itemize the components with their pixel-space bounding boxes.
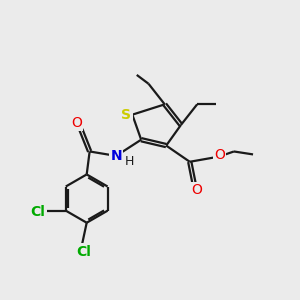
Text: O: O (214, 148, 225, 162)
Text: O: O (71, 116, 82, 130)
Text: N: N (110, 149, 122, 163)
Text: O: O (192, 183, 203, 197)
Text: H: H (125, 155, 134, 168)
Text: Cl: Cl (76, 244, 91, 259)
Text: Cl: Cl (30, 205, 45, 219)
Text: S: S (122, 108, 131, 122)
